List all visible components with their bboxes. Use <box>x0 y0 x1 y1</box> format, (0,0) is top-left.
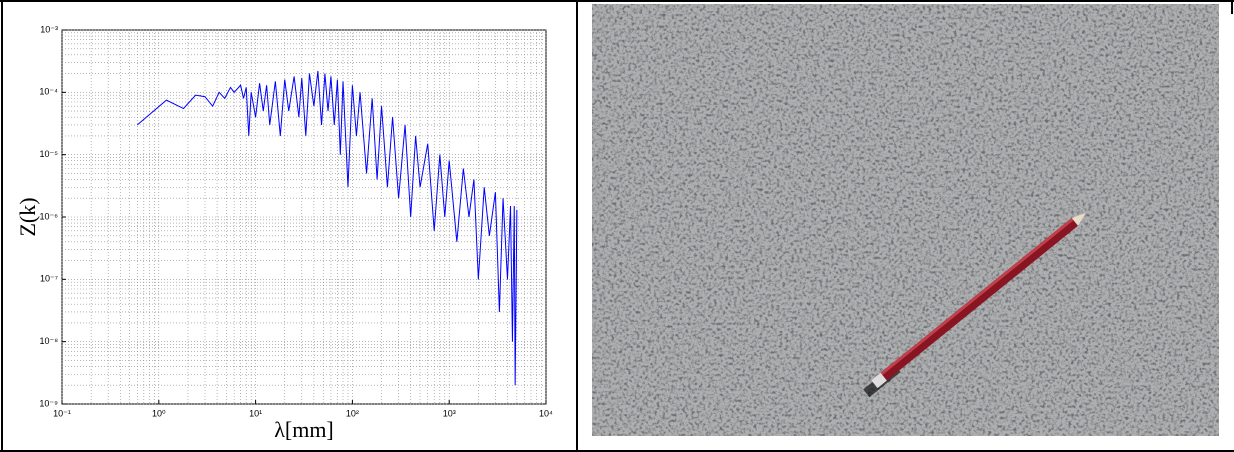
y-tick-label: 10⁻³ <box>40 24 58 34</box>
y-tick-label: 10⁻⁷ <box>40 274 58 284</box>
y-axis-label: Z(k) <box>15 197 40 236</box>
data-line <box>137 70 518 386</box>
x-tick-label: 10⁻¹ <box>53 408 71 418</box>
y-tick-label: 10⁻⁸ <box>39 336 58 346</box>
plot-area <box>61 29 547 405</box>
x-axis-label: λ[mm] <box>274 417 334 442</box>
pencil <box>863 213 1086 398</box>
y-tick-label: 10⁻⁴ <box>39 87 58 97</box>
x-tick-label: 10² <box>346 408 359 418</box>
pencil-tip <box>1071 213 1086 226</box>
x-tick-label: 10¹ <box>249 408 262 418</box>
x-tick-label: 10⁴ <box>539 408 553 418</box>
pencil-cap <box>871 372 887 389</box>
x-tick-label: 10³ <box>443 408 456 418</box>
y-tick-label: 10⁻⁹ <box>39 398 58 408</box>
x-tick-label: 10⁰ <box>152 408 166 418</box>
y-tick-label: 10⁻⁵ <box>40 149 59 159</box>
y-tick-label: 10⁻⁶ <box>40 211 59 221</box>
photo-texture <box>592 4 1219 436</box>
pencil-highlight <box>871 217 1074 383</box>
pencil-body <box>871 217 1079 389</box>
photo <box>592 4 1219 436</box>
